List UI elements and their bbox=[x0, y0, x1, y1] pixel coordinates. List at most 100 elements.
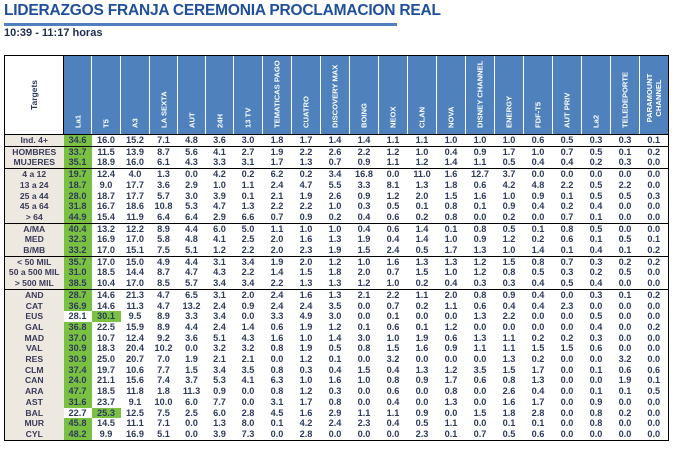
value-cell: 0.3 bbox=[320, 386, 350, 397]
value-cell: 0.2 bbox=[407, 278, 437, 290]
header-row: Targets La1 T5 A3 LA SEXTA AUT 24H 13 TV TEMATI… bbox=[4, 55, 669, 135]
value-cell: 16.0 bbox=[120, 157, 150, 169]
value-cell: 6.4 bbox=[177, 211, 206, 224]
column-header-neox: NEOX bbox=[378, 55, 408, 135]
value-cell: 0.2 bbox=[523, 332, 553, 344]
leader-cell: 44.9 bbox=[63, 211, 92, 224]
value-cell: 8.1 bbox=[378, 179, 408, 191]
value-cell: 0.6 bbox=[465, 300, 495, 312]
value-cell: 0.0 bbox=[465, 321, 495, 333]
value-cell: 1.3 bbox=[233, 201, 263, 212]
value-cell: 1.9 bbox=[291, 190, 321, 202]
value-cell: 1.5 bbox=[349, 245, 379, 257]
value-cell: 1.3 bbox=[291, 157, 321, 169]
value-cell: 2.6 bbox=[320, 190, 350, 202]
targets-header: Targets bbox=[4, 55, 64, 135]
value-cell: 0.1 bbox=[610, 145, 640, 158]
table-row: Ind. 4+ 34.6 16.0 15.2 7.1 4.8 3.6 3.0 1.8 1.7 1.4… bbox=[4, 134, 669, 147]
value-cell: 0.7 bbox=[552, 255, 582, 268]
value-cell: 0.0 bbox=[465, 418, 495, 429]
value-cell: 4.3 bbox=[177, 157, 206, 169]
value-cell: 0.2 bbox=[581, 267, 611, 279]
value-cell: 0.4 bbox=[581, 278, 611, 290]
value-cell: 1.9 bbox=[349, 234, 379, 246]
value-cell: 0.7 bbox=[320, 157, 350, 169]
value-cell: 1.5 bbox=[291, 267, 321, 279]
value-cell: 1.7 bbox=[436, 375, 466, 387]
column-header-fdf-t5: FDF-T5 bbox=[523, 55, 553, 135]
table-row: GAL 36.8 22.5 15.9 8.9 4.4 2.4 1.4 0.6 1.9 1.2 0.1 0… bbox=[4, 321, 669, 333]
table-row: 45 a 64 31.8 16.7 18.6 10.8 5.3 4.7 1.3 2.2 2.2 1.… bbox=[4, 201, 669, 212]
table-row: CAN 24.0 21.1 15.6 7.4 3.7 5.3 4.1 6.3 1.0 1.6 1.0 0… bbox=[4, 375, 669, 387]
value-cell: 2.2 bbox=[291, 201, 321, 212]
leader-cell: 19.7 bbox=[63, 168, 92, 180]
value-cell: 0.6 bbox=[378, 386, 408, 397]
value-cell: 0.8 bbox=[494, 267, 524, 279]
report-title: LIDERAZGOS FRANJA CEREMONIA PROCLAMACION… bbox=[4, 2, 441, 19]
value-cell: 0.5 bbox=[581, 311, 611, 322]
value-cell: 25.0 bbox=[91, 354, 121, 365]
value-cell: 0.0 bbox=[581, 168, 611, 180]
value-cell: 6.0 bbox=[177, 396, 206, 408]
value-cell: 10.6 bbox=[120, 364, 150, 376]
value-cell: 1.0 bbox=[494, 134, 524, 147]
leader-cell: 24.0 bbox=[63, 375, 92, 387]
value-cell: 1.1 bbox=[465, 343, 495, 355]
value-cell: 2.3 bbox=[349, 418, 379, 429]
value-cell: 0.7 bbox=[552, 145, 582, 158]
value-cell: 1.2 bbox=[465, 255, 495, 268]
value-cell: 1.0 bbox=[494, 190, 524, 202]
value-cell: 4.9 bbox=[291, 311, 321, 322]
value-cell: 1.6 bbox=[291, 288, 321, 301]
value-cell: 4.2 bbox=[291, 418, 321, 429]
value-cell: 3.5 bbox=[233, 364, 263, 376]
value-cell: 1.0 bbox=[291, 375, 321, 387]
value-cell: 20.4 bbox=[120, 343, 150, 355]
value-cell: 0.2 bbox=[639, 145, 669, 158]
value-cell: 0.0 bbox=[639, 396, 669, 408]
value-cell: 11.0 bbox=[407, 168, 437, 180]
table-row: ARA 47.7 18.5 11.8 1.8 11.3 0.9 0.0 0.8 1.2 0.3 0.0… bbox=[4, 386, 669, 397]
value-cell: 2.1 bbox=[233, 354, 263, 365]
value-cell: 0.0 bbox=[552, 311, 582, 322]
value-cell: 0.5 bbox=[581, 179, 611, 191]
value-cell: 0.3 bbox=[581, 134, 611, 147]
value-cell: 1.0 bbox=[205, 179, 234, 191]
value-cell: 8.0 bbox=[233, 418, 263, 429]
value-cell: 6.0 bbox=[205, 222, 234, 235]
value-cell: 1.0 bbox=[291, 222, 321, 235]
value-cell: 1.1 bbox=[349, 407, 379, 419]
value-cell: 0.1 bbox=[639, 134, 669, 147]
value-cell: 0.6 bbox=[378, 211, 408, 224]
value-cell: 11.3 bbox=[177, 386, 206, 397]
value-cell: 0.4 bbox=[581, 321, 611, 333]
row-label: A/MA bbox=[4, 222, 64, 235]
value-cell: 0.8 bbox=[436, 211, 466, 224]
value-cell: 3.6 bbox=[205, 134, 234, 147]
value-cell: 17.0 bbox=[120, 278, 150, 290]
value-cell: 18.7 bbox=[91, 190, 121, 202]
value-cell: 0.1 bbox=[407, 321, 437, 333]
value-cell: 3.4 bbox=[320, 168, 350, 180]
value-cell: 0.3 bbox=[610, 157, 640, 169]
table-row: CLM 37.4 19.7 10.6 7.7 1.5 3.4 3.5 0.8 0.3 0.4 1.5 0… bbox=[4, 364, 669, 376]
value-cell: 12.4 bbox=[91, 168, 121, 180]
value-cell: 0.8 bbox=[436, 386, 466, 397]
value-cell: 0.0 bbox=[407, 354, 437, 365]
row-label: MUJERES bbox=[4, 157, 64, 169]
value-cell: 1.1 bbox=[378, 157, 408, 169]
value-cell: 4.2 bbox=[205, 168, 234, 180]
value-cell: 1.9 bbox=[610, 375, 640, 387]
value-cell: 8.9 bbox=[149, 311, 178, 322]
value-cell: 10.4 bbox=[91, 278, 121, 290]
value-cell: 0.0 bbox=[465, 396, 495, 408]
value-cell: 2.1 bbox=[205, 354, 234, 365]
value-cell: 10.2 bbox=[149, 343, 178, 355]
value-cell: 0.1 bbox=[610, 245, 640, 257]
value-cell: 0.1 bbox=[552, 245, 582, 257]
value-cell: 7.0 bbox=[149, 354, 178, 365]
time-range: 10:39 - 11:17 horas bbox=[4, 27, 103, 39]
value-cell: 5.6 bbox=[177, 145, 206, 158]
value-cell: 0.0 bbox=[610, 311, 640, 322]
value-cell: 0.4 bbox=[523, 278, 553, 290]
